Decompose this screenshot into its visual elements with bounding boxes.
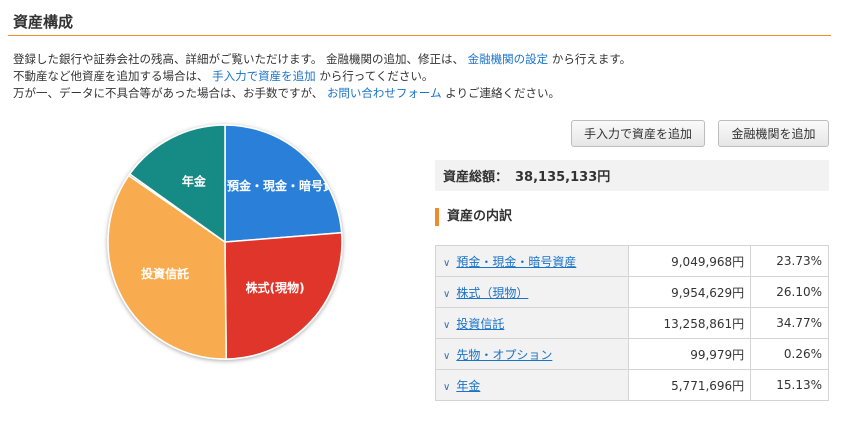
pie-slice[interactable] <box>224 124 343 243</box>
intro-text: 登録した銀行や証券会社の残高、詳細がご覧いただけます。 金融機関の追加、修正は、… <box>13 51 631 102</box>
amount-cell: 99,979円 <box>627 338 752 370</box>
intro-line-1: 登録した銀行や証券会社の残高、詳細がご覧いただけます。 金融機関の追加、修正は、… <box>13 51 631 68</box>
percent-cell: 34.77% <box>750 307 829 339</box>
intro-line-1-text-end: から行えます。 <box>551 52 632 66</box>
total-assets-label: 資産総額： <box>443 170 509 185</box>
category-cell: ∨ 預金・現金・暗号資産 <box>435 245 629 277</box>
page-title: 資産構成 <box>13 13 74 31</box>
chevron-down-icon[interactable]: ∨ <box>443 288 451 300</box>
percent-cell: 15.13% <box>750 369 829 401</box>
category-link[interactable]: 預金・現金・暗号資産 <box>456 254 577 269</box>
category-cell: ∨ 投資信託 <box>435 307 629 339</box>
contact-form-link[interactable]: お問い合わせフォーム <box>326 86 442 100</box>
pie-slice[interactable] <box>128 124 226 244</box>
pie-slice[interactable] <box>107 174 227 360</box>
pie-slice-label: 投資信託 <box>141 266 189 281</box>
breakdown-table: ∨ 預金・現金・暗号資産 9,049,968円 23.73% ∨ 株式（現物） 9,954,… <box>435 245 829 401</box>
intro-line-2: 不動産など他資産を追加する場合は、 手入力で資産を追加 から行ってください。 <box>13 68 631 85</box>
amount-cell: 9,049,968円 <box>627 245 752 277</box>
intro-line-1-text: 登録した銀行や証券会社の残高、詳細がご覧いただけます。 金融機関の追加、修正は、 <box>13 52 465 66</box>
intro-line-3-text: 万が一、データに不具合等があった場合は、お手数ですが、 <box>13 86 324 100</box>
title-divider <box>8 35 831 36</box>
add-institution-button[interactable]: 金融機関を追加 <box>718 120 829 147</box>
breakdown-heading: 資産の内訳 <box>435 208 512 226</box>
asset-pie-chart: 預金・現金・暗号資株式(現物) 投資信託 年金 <box>100 120 350 370</box>
category-link[interactable]: 株式（現物） <box>456 285 529 300</box>
chevron-down-icon[interactable]: ∨ <box>443 257 451 269</box>
category-link[interactable]: 投資信託 <box>456 316 505 331</box>
total-assets: 資産総額： 38,135,133円 <box>435 160 829 191</box>
category-link[interactable]: 年金 <box>456 378 481 393</box>
institution-settings-link[interactable]: 金融機関の設定 <box>467 52 549 66</box>
table-row: ∨ 株式（現物） 9,954,629円 26.10% <box>435 276 829 308</box>
table-row: ∨ 先物・オプション 99,979円 0.26% <box>435 338 829 370</box>
category-cell: ∨ 株式（現物） <box>435 276 629 308</box>
pie-slice[interactable] <box>224 231 343 360</box>
intro-line-3-text-end: よりご連絡ください。 <box>445 86 561 100</box>
manual-add-button[interactable]: 手入力で資産を追加 <box>571 120 705 147</box>
pie-slice-label: 年金 <box>182 174 207 189</box>
chevron-down-icon[interactable]: ∨ <box>443 350 451 362</box>
amount-cell: 5,771,696円 <box>627 369 752 401</box>
pie-slice-label: 預金・現金・暗号資 <box>227 178 335 193</box>
chevron-down-icon[interactable]: ∨ <box>443 381 451 393</box>
category-link[interactable]: 先物・オプション <box>456 347 553 362</box>
percent-cell: 0.26% <box>750 338 829 370</box>
pie-slices <box>107 124 343 360</box>
table-row: ∨ 投資信託 13,258,861円 34.77% <box>435 307 829 339</box>
percent-cell: 23.73% <box>750 245 829 277</box>
percent-cell: 26.10% <box>750 276 829 308</box>
chevron-down-icon[interactable]: ∨ <box>443 319 451 331</box>
pie-slice-label: 株式(現物) <box>246 280 305 295</box>
category-cell: ∨ 年金 <box>435 369 629 401</box>
category-cell: ∨ 先物・オプション <box>435 338 629 370</box>
table-row: ∨ 年金 5,771,696円 15.13% <box>435 369 829 401</box>
total-assets-value: 38,135,133円 <box>515 170 611 185</box>
amount-cell: 13,258,861円 <box>627 307 752 339</box>
intro-line-2-text: 不動産など他資産を追加する場合は、 <box>13 69 209 83</box>
intro-line-3: 万が一、データに不具合等があった場合は、お手数ですが、 お問い合わせフォーム よ… <box>13 85 631 102</box>
manual-add-link[interactable]: 手入力で資産を追加 <box>212 69 316 83</box>
table-row: ∨ 預金・現金・暗号資産 9,049,968円 23.73% <box>435 245 829 277</box>
amount-cell: 9,954,629円 <box>627 276 752 308</box>
intro-line-2-text-end: から行ってください。 <box>319 69 434 83</box>
